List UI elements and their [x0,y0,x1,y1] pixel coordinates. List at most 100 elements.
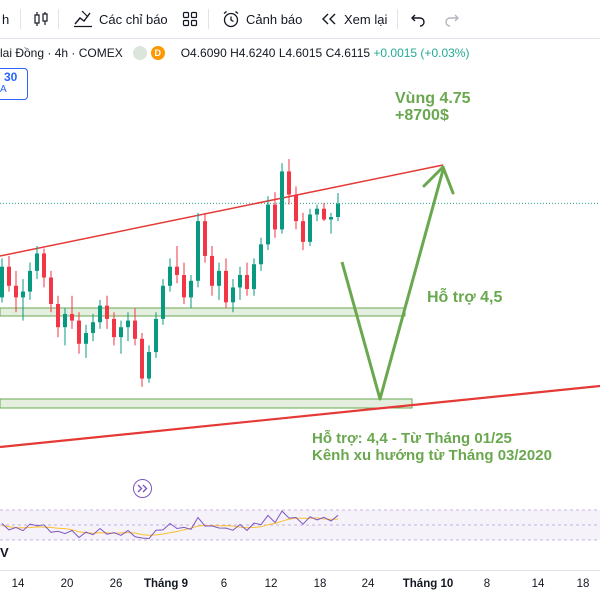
close-value: C4.6115 [325,46,371,60]
symbol-title[interactable]: lai Đồng · 4h · COMEX [0,46,123,60]
candle-body [210,255,214,286]
time-axis-label: 8 [483,578,491,590]
candle-body [14,285,18,298]
data-badge: D [150,46,165,60]
time-axis-label: 20 [60,578,74,590]
alerts-label: Cảnh báo [246,11,303,27]
candle-body [315,208,319,215]
support-low-label: Hỗ trợ: 4,4 - Từ Tháng 01/25 [312,430,512,447]
candle-body [322,208,326,220]
toolbar-divider [208,9,209,29]
candle-body [147,352,151,379]
candle-body [21,291,25,298]
candle-body [63,313,67,328]
candle-body [224,270,228,303]
rsi-line [1,510,339,540]
upper-channel-line [0,164,444,257]
alarm-clock-icon [223,10,239,28]
candle-body [84,333,88,344]
trend-channel-label: Kênh xu hướng từ Tháng 03/2020 [312,447,552,464]
undo-button[interactable] [410,0,426,38]
time-axis-label: 26 [109,578,123,590]
candle-body [231,287,235,303]
price-box-bottom: A [0,84,7,95]
candle-body [42,253,46,278]
candle-body [28,270,32,292]
candle-body [273,204,277,230]
candle-body [217,270,221,286]
support-zone-4-5 [0,307,406,317]
candle-body [0,266,4,298]
high-value: H4.6240 [230,46,276,60]
time-axis-label: 24 [361,578,375,590]
toolbar-divider [397,9,398,29]
redo-icon [445,14,459,27]
candle-body [168,266,172,286]
candle-body [126,320,130,328]
alerts-button[interactable]: Cảnh báo [222,0,302,38]
candle-body [336,203,340,217]
candle-body [287,171,291,195]
rewind-icon [322,13,336,25]
go-to-realtime-button[interactable] [133,479,152,498]
redo-button[interactable] [444,0,460,38]
price-scale-box[interactable]: 30 A [0,68,28,100]
candle-body [259,244,263,265]
candle-body [175,266,179,275]
indicators-button[interactable]: Các chỉ báo [73,0,168,38]
change-value: +0.0015 (+0.03%) [373,46,470,60]
time-axis-label: 14 [11,578,25,590]
replay-button[interactable]: Xem lại [320,0,387,38]
candles-icon [34,12,48,26]
open-value: O4.6090 [180,46,227,60]
time-axis[interactable] [0,570,600,600]
price-box-top: 30 [4,70,18,84]
candle-body [91,322,95,333]
indicators-icon [74,10,92,28]
target-zone-label: Vùng 4.75 [395,90,471,107]
candle-body [105,305,109,319]
target-annotation: Vùng 4.75 +8700$ [395,90,471,124]
candle-body [98,305,102,323]
interval-button[interactable]: h [2,0,9,38]
ohlc-values: O4.6090 H4.6240 L4.6015 C4.6115 +0.0015 … [181,46,470,60]
projection-arrowhead [422,165,455,195]
indicators-label: Các chỉ báo [99,11,168,27]
candle-body [133,320,137,339]
time-axis-label: Tháng 9 [143,578,189,590]
market-status-icon [132,46,147,60]
candle-body [252,264,256,290]
candle-body [280,171,284,230]
candle-body [70,313,74,321]
candle-body [294,194,298,222]
replay-label: Xem lại [344,11,388,27]
top-toolbar: h Các chỉ báo [0,0,600,39]
candle-body [182,275,186,298]
time-axis-label: 14 [531,578,545,590]
candle-body [203,221,207,256]
candle-body [140,338,144,379]
target-profit-label: +8700$ [395,107,449,124]
support-zone-4-4 [0,398,413,409]
candle-body [7,266,11,286]
time-axis-label: 18 [576,578,590,590]
candle-body [329,217,333,220]
projection-path [340,169,445,401]
candle-body [189,280,193,298]
candle-body [308,214,312,242]
candle-body [245,275,249,290]
undo-icon [411,14,425,27]
low-value: L4.6015 [278,46,323,60]
layout-button[interactable] [182,0,198,38]
support-low-annotation: Hỗ trợ: 4,4 - Từ Tháng 01/25 Kênh xu hướ… [312,430,552,464]
layout-grid-icon [182,11,198,27]
chart-type-button[interactable] [33,0,49,38]
time-axis-label: 18 [313,578,327,590]
candle-body [119,327,123,338]
toolbar-divider [20,9,21,29]
candle-body [154,318,158,353]
support-mid-label: Hỗ trợ 4,5 [427,289,503,306]
double-chevron-right-icon [137,484,148,493]
